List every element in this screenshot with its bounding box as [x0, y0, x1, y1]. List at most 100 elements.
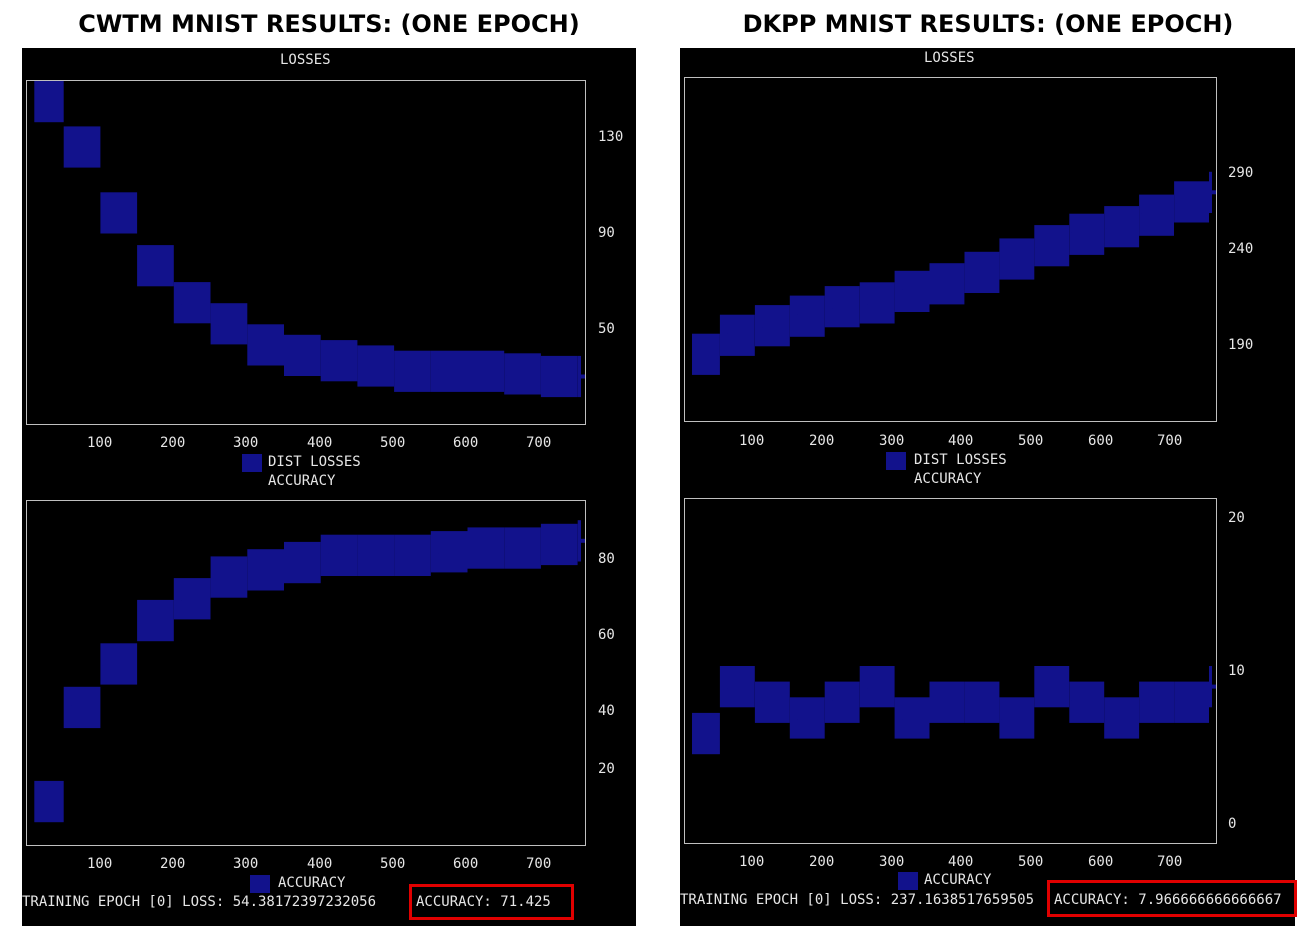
right-losses-chart [692, 171, 1216, 375]
data-point [1211, 684, 1216, 689]
data-point [896, 715, 903, 720]
left-status-line: TRAINING EPOCH [0] LOSS: 54.381723972320… [22, 894, 377, 910]
data-point [1001, 715, 1008, 720]
left-losses-ytick: 90 [598, 225, 615, 241]
left-losses-legend-swatch [242, 454, 262, 472]
x-tick-label: 600 [453, 435, 479, 451]
data-point [721, 684, 728, 689]
data-point [249, 567, 256, 572]
x-tick-label: 600 [1088, 854, 1114, 870]
data-point [542, 374, 549, 379]
data-point [1141, 213, 1148, 218]
left-losses-title: LOSSES [280, 52, 331, 68]
data-point [756, 700, 763, 705]
data-point [1001, 257, 1008, 261]
x-tick-label: 100 [739, 854, 765, 870]
left-losses-chart [34, 81, 585, 398]
x-tick-label: 500 [1018, 854, 1044, 870]
data-point [791, 314, 798, 319]
x-tick-label: 100 [87, 435, 113, 451]
data-point [826, 304, 833, 309]
left-panel-title: CWTM MNIST RESULTS: (ONE EPOCH) [78, 10, 580, 38]
data-point [931, 281, 938, 286]
data-point [966, 700, 973, 705]
data-point [1106, 715, 1113, 720]
x-tick-label: 700 [1157, 433, 1183, 449]
data-point [506, 546, 513, 551]
left-accuracy-legend-swatch [250, 875, 270, 893]
right-losses-ytick: 240 [1228, 241, 1254, 257]
x-tick-label: 700 [526, 435, 552, 451]
left-losses-ytick: 130 [598, 129, 624, 145]
data-point [506, 371, 513, 376]
data-point [1211, 190, 1216, 195]
data-point [212, 575, 219, 579]
right-panel-title: DKPP MNIST RESULTS: (ONE EPOCH) [742, 10, 1234, 38]
series-band-segment [1209, 666, 1212, 708]
data-point [861, 684, 868, 689]
x-tick-label: 300 [879, 854, 905, 870]
right-terminal: LOSSES 290 240 190 100 200 300 400 500 6… [680, 48, 1295, 926]
x-tick-label: 200 [160, 856, 186, 872]
right-accuracy-legend-label: ACCURACY [924, 872, 992, 888]
right-losses-title: LOSSES [924, 50, 975, 66]
x-tick-label: 400 [948, 433, 974, 449]
right-losses-ytick: 290 [1228, 165, 1254, 181]
right-status-line: TRAINING EPOCH [0] LOSS: 237.16385176595… [680, 892, 1035, 908]
data-point [469, 369, 476, 374]
left-accuracy-highlight-box [409, 884, 574, 920]
data-point [359, 364, 366, 368]
data-point [861, 300, 868, 305]
data-point [1176, 199, 1183, 204]
data-point [579, 374, 585, 379]
data-point [396, 369, 403, 374]
x-tick-label: 500 [380, 435, 406, 451]
data-point [286, 560, 292, 565]
data-point [139, 263, 146, 268]
data-point [694, 731, 700, 736]
data-point [65, 705, 72, 710]
left-accuracy-plot [26, 500, 586, 846]
x-tick-label: 400 [307, 435, 333, 451]
right-accuracy-chart [692, 666, 1216, 755]
data-point [756, 323, 763, 328]
x-tick-label: 300 [233, 435, 259, 451]
left-status-accuracy: ACCURACY: 71.425 [416, 894, 551, 910]
data-point [1036, 684, 1043, 689]
x-tick-label: 600 [1088, 433, 1114, 449]
data-point [542, 542, 549, 547]
data-point [694, 352, 700, 357]
series-band-segment [577, 355, 581, 398]
left-losses-ytick: 50 [598, 321, 615, 337]
left-losses-plot [26, 80, 586, 425]
data-point [432, 369, 439, 374]
data-point [1176, 700, 1183, 705]
data-point [36, 84, 43, 89]
x-tick-label: 300 [879, 433, 905, 449]
data-point [1036, 243, 1043, 248]
left-accuracy-chart [34, 520, 585, 823]
left-accuracy-ytick: 60 [598, 627, 615, 643]
x-tick-label: 500 [1018, 433, 1044, 449]
data-point [1141, 700, 1148, 705]
left-accuracy-legend-label: ACCURACY [278, 875, 346, 891]
right-accuracy-highlight-box [1047, 880, 1297, 917]
right-status-accuracy: ACCURACY: 7.966666666666667 [1054, 892, 1282, 908]
right-accuracy-ytick: 10 [1228, 663, 1245, 679]
series-band-segment [577, 520, 581, 562]
data-point [1071, 232, 1078, 237]
data-point [721, 333, 728, 338]
data-point [65, 145, 72, 149]
data-point [102, 661, 109, 666]
data-point [359, 553, 366, 558]
data-point [396, 553, 403, 558]
right-accuracy-ytick: 20 [1228, 510, 1245, 526]
right-accuracy-plot [684, 498, 1217, 844]
series-band-segment [1209, 171, 1212, 213]
data-point [139, 618, 146, 623]
x-tick-label: 700 [1157, 854, 1183, 870]
right-losses-legend-swatch [886, 452, 906, 470]
left-losses-legend-label: DIST LOSSES [268, 454, 361, 470]
data-point [322, 553, 329, 558]
right-losses-plot [684, 77, 1217, 422]
